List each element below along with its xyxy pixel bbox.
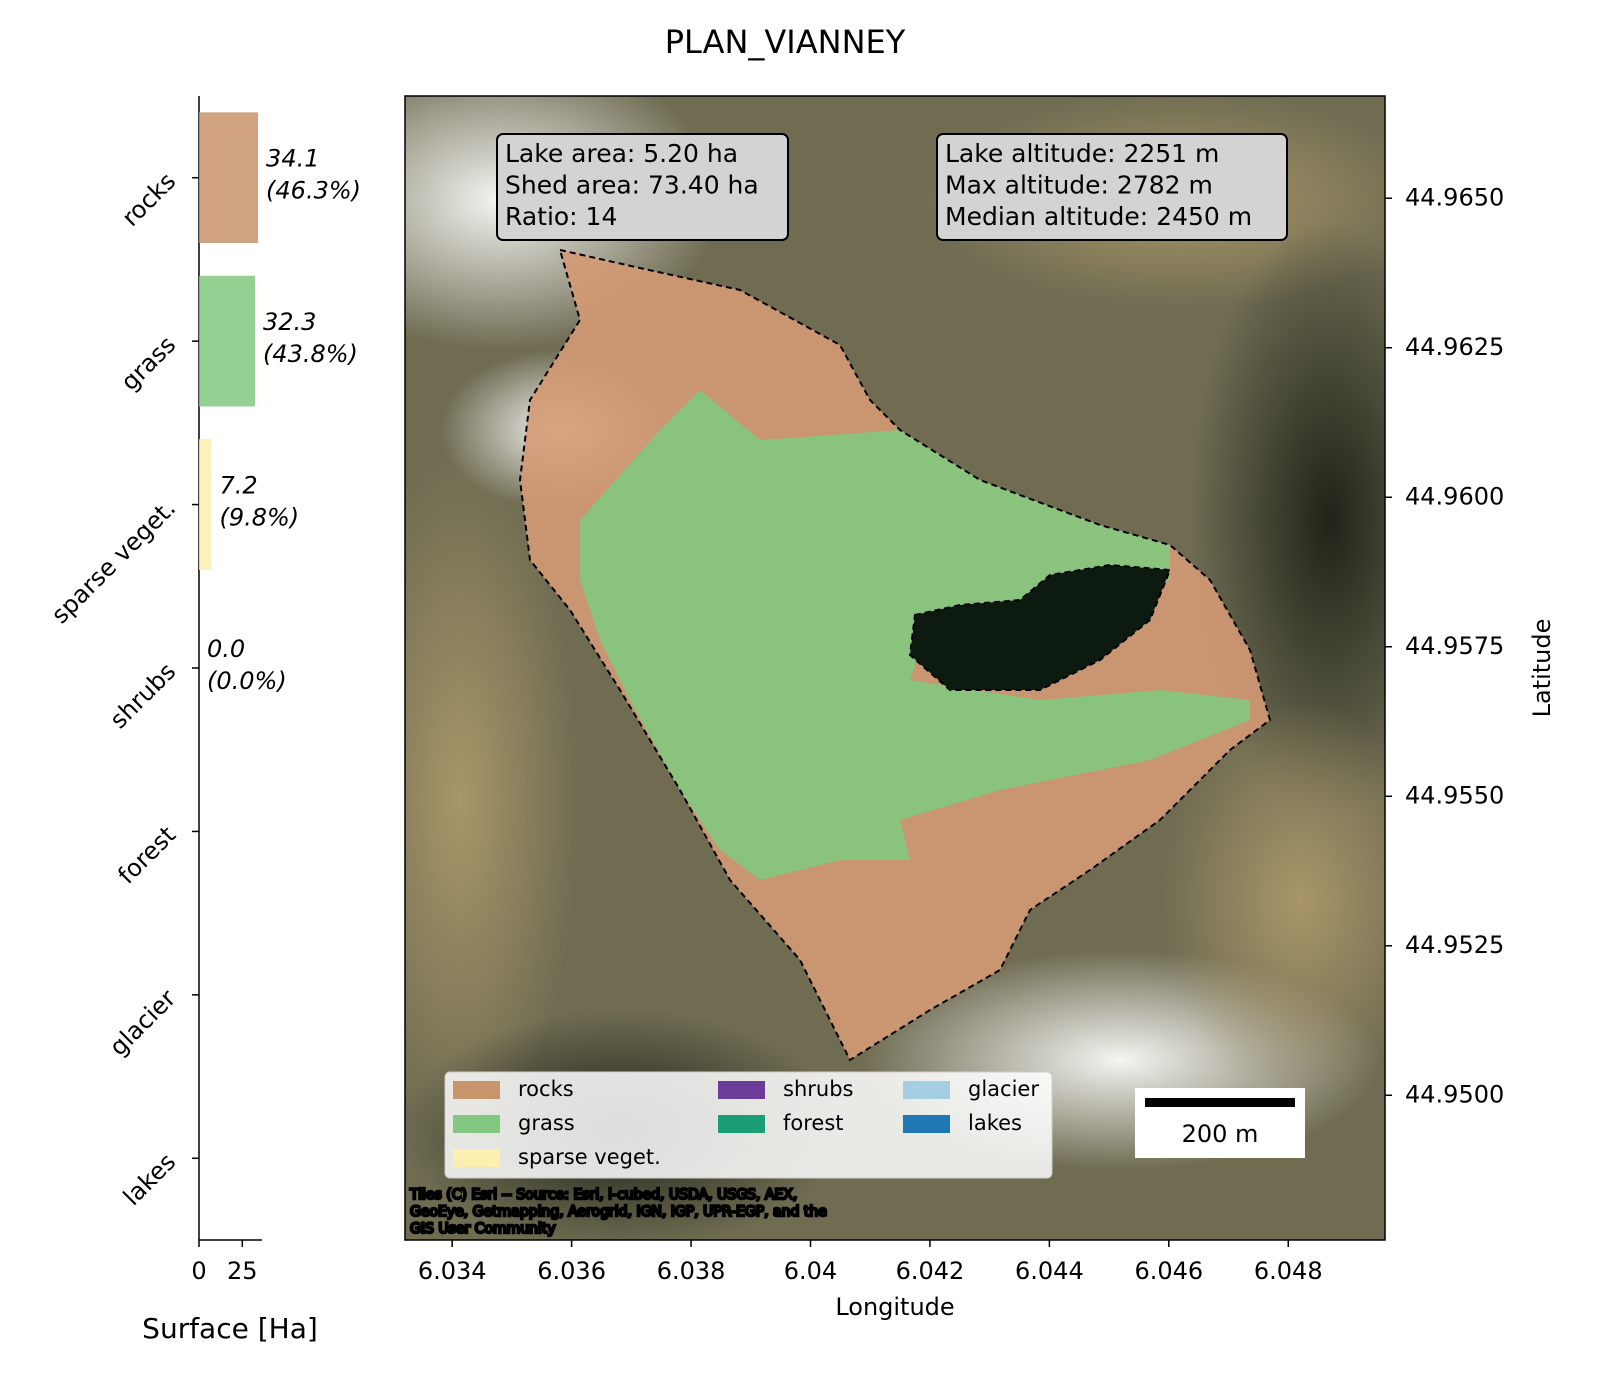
x-tick-label: 25 xyxy=(227,1257,258,1285)
y-tick-label: shrubs xyxy=(104,657,181,734)
chart-title: PLAN_VIANNEY xyxy=(665,23,906,61)
bar xyxy=(199,112,259,244)
x-tick-label: 6.036 xyxy=(537,1257,606,1285)
bar-x-axis-label: Surface [Ha] xyxy=(142,1312,318,1345)
watershed-outline xyxy=(518,248,1272,1062)
y-axis-label: Latitude xyxy=(1528,619,1556,718)
annotation-text: Shed area: 73.40 ha xyxy=(505,171,759,200)
value-label: 0.0 xyxy=(207,635,245,663)
legend-label: shrubs xyxy=(783,1077,853,1101)
legend-swatch xyxy=(903,1081,950,1099)
legend-label: forest xyxy=(783,1111,844,1135)
x-tick-label: 6.046 xyxy=(1134,1257,1203,1285)
legend-swatch xyxy=(453,1149,500,1167)
x-tick-label: 0 xyxy=(191,1257,206,1285)
legend-swatch xyxy=(718,1115,765,1133)
x-tick-label: 6.044 xyxy=(1015,1257,1084,1285)
x-axis-label: Longitude xyxy=(835,1293,954,1321)
land-cover xyxy=(518,248,1272,1062)
x-tick-label: 6.042 xyxy=(896,1257,965,1285)
legend-label: grass xyxy=(518,1111,575,1135)
y-tick-label: lakes xyxy=(118,1148,181,1211)
annotation-text: Lake area: 5.20 ha xyxy=(505,139,738,168)
attribution: Tiles (C) Esri -- Source: Esri, i-cubed,… xyxy=(409,1187,797,1203)
scale-bar-label: 200 m xyxy=(1182,1120,1259,1148)
legend-swatch xyxy=(903,1115,950,1133)
y-tick-label: 44.9575 xyxy=(1405,632,1504,660)
attribution: GIS User Community xyxy=(410,1221,556,1237)
value-label: (0.0%) xyxy=(207,667,287,695)
y-tick-label: 44.9650 xyxy=(1405,183,1504,211)
y-tick-label: forest xyxy=(112,821,181,890)
legend-label: glacier xyxy=(968,1077,1039,1101)
legend-swatch xyxy=(453,1081,500,1099)
x-tick-label: 6.034 xyxy=(418,1257,487,1285)
value-label: (9.8%) xyxy=(219,504,299,532)
y-tick-label: glacier xyxy=(104,984,181,1061)
value-label: 34.1 xyxy=(266,145,319,173)
lake xyxy=(910,565,1170,690)
annotation-text: Ratio: 14 xyxy=(505,202,617,231)
y-tick-label: grass xyxy=(116,331,182,397)
x-tick-label: 6.048 xyxy=(1254,1257,1323,1285)
scale-bar xyxy=(1145,1098,1295,1107)
bar xyxy=(199,275,255,407)
y-tick-label: sparse veget. xyxy=(46,494,181,629)
annotation-box xyxy=(496,133,789,241)
attribution: GeoEye, Getmapping, Aerogrid, IGN, IGP, … xyxy=(410,1204,827,1220)
annotation-text: Median altitude: 2450 m xyxy=(945,202,1252,231)
y-tick-label: 44.9625 xyxy=(1405,333,1504,361)
legend-label: lakes xyxy=(968,1111,1022,1135)
annotation-text: Lake altitude: 2251 m xyxy=(945,139,1219,168)
legend-swatch xyxy=(718,1081,765,1099)
y-tick-label: rocks xyxy=(116,167,181,232)
lake-outline xyxy=(908,563,1172,691)
annotation-text: Max altitude: 2782 m xyxy=(945,171,1213,200)
y-tick-label: 44.9525 xyxy=(1405,931,1504,959)
y-tick-label: 44.9550 xyxy=(1405,781,1504,809)
annotation-box xyxy=(936,133,1288,241)
y-tick-label: 44.9500 xyxy=(1405,1080,1504,1108)
value-label: (46.3%) xyxy=(266,177,361,205)
x-tick-label: 6.038 xyxy=(657,1257,726,1285)
legend-swatch xyxy=(453,1115,500,1133)
x-tick-label: 6.04 xyxy=(784,1257,837,1285)
legend-label: sparse veget. xyxy=(518,1145,661,1169)
value-label: (43.8%) xyxy=(263,340,358,368)
value-label: 32.3 xyxy=(263,308,316,336)
map-frame xyxy=(404,95,1386,1241)
legend-label: rocks xyxy=(518,1077,574,1101)
y-tick-label: 44.9600 xyxy=(1405,482,1504,510)
bar xyxy=(199,439,212,570)
value-label: 7.2 xyxy=(219,472,257,500)
